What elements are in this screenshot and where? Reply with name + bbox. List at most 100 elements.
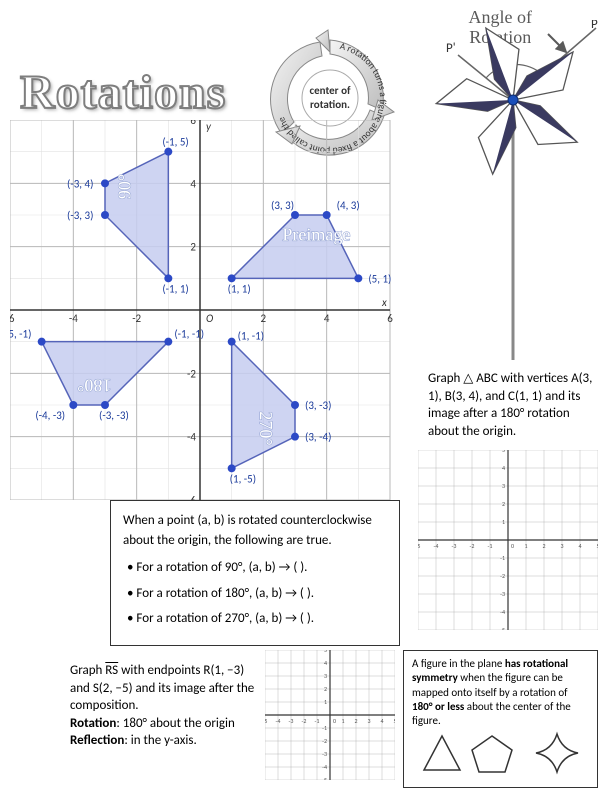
svg-text:(-1, 1): (-1, 1) [162,282,188,295]
p2-rot-text: : 180° about the origin [116,716,234,731]
wheel-center-line1: center of [310,84,351,97]
p2-segment: RS [105,663,118,678]
svg-text:(-3, -3): (-3, -3) [99,409,129,422]
sym-t0: A figure in the plane [412,657,505,670]
svg-text:4: 4 [190,177,196,190]
svg-text:3: 3 [367,717,370,725]
triangle-icon [424,736,460,770]
svg-text:4: 4 [324,659,327,667]
svg-text:O: O [206,312,213,325]
svg-text:6: 6 [190,120,196,127]
svg-text:-1: -1 [315,717,320,725]
page-title: Rotations [20,65,226,120]
svg-text:-2: -2 [470,542,475,550]
svg-text:(-1, -1): (-1, -1) [174,328,204,341]
svg-text:180°: 180° [77,376,111,396]
pinwheel-pprime-label: P' [446,41,456,56]
svg-text:90°: 90° [114,174,134,199]
svg-text:2: 2 [542,542,545,550]
svg-text:-1: -1 [500,554,505,562]
svg-text:y: y [206,120,212,133]
svg-text:-5: -5 [322,776,327,780]
svg-text:0: 0 [511,542,514,550]
svg-text:4: 4 [502,464,505,472]
pinwheel-p-label: P [591,20,598,32]
svg-text:3: 3 [502,482,505,490]
svg-text:3: 3 [560,542,563,550]
svg-text:x: x [381,296,387,309]
svg-text:-1: -1 [322,724,327,732]
rule-270: • For a rotation of 270°, (a, b) → ( ). [127,609,387,629]
svg-text:(-4, -3): (-4, -3) [35,409,65,422]
svg-text:-2: -2 [187,367,196,380]
svg-text:2: 2 [502,500,505,508]
svg-text:-4: -4 [322,763,327,771]
svg-text:-5: -5 [418,542,420,550]
svg-text:Preimage: Preimage [282,224,350,244]
pinwheel-diagram: P P' [428,20,598,360]
svg-text:(3, -3): (3, -3) [305,399,331,412]
problem-abc-grid: -5-5-4-4-3-3-2-2-1-111223344550 [418,450,598,630]
rotational-symmetry-box: A figure in the plane has rotational sym… [403,650,598,788]
svg-text:-4: -4 [187,431,196,444]
svg-text:-2: -2 [322,737,327,745]
svg-text:5: 5 [324,650,327,654]
svg-text:(-3, 3): (-3, 3) [67,209,93,222]
svg-text:5: 5 [596,542,598,550]
svg-text:(3, 3): (3, 3) [271,199,294,212]
svg-text:-3: -3 [500,590,505,598]
svg-text:2: 2 [261,312,267,325]
sym-t3: 180° or less [412,700,464,713]
svg-text:1: 1 [524,542,527,550]
svg-text:-3: -3 [322,750,327,758]
svg-text:-1: -1 [488,542,493,550]
four-point-star-icon [536,734,578,772]
svg-text:-3: -3 [289,717,294,725]
svg-text:5: 5 [502,450,505,454]
svg-text:-4: -4 [434,542,439,550]
problem-rs-grid: -5-5-4-4-3-3-2-2-1-111223344550 [265,650,395,780]
p2-prefix: Graph [70,663,105,678]
svg-text:3: 3 [324,672,327,680]
svg-text:-2: -2 [500,572,505,580]
svg-text:(1, -5): (1, -5) [230,472,256,485]
svg-text:-2: -2 [302,717,307,725]
svg-text:4: 4 [380,717,383,725]
svg-text:-3: -3 [452,542,457,550]
svg-text:270°: 270° [256,411,276,445]
svg-text:1: 1 [324,698,327,706]
symmetry-shapes [412,728,592,776]
svg-text:(5, 1): (5, 1) [368,272,391,285]
svg-text:6: 6 [387,312,393,325]
rule-90: • For a rotation of 90°, (a, b) → ( ). [127,558,387,578]
svg-text:-4: -4 [69,312,78,325]
main-rotation-chart: -6-4-2246-6-4-2246Oxy(1, 1)(3, 3)(4, 3)(… [10,120,410,500]
svg-text:2: 2 [324,685,327,693]
svg-text:(1, 1): (1, 1) [228,282,251,295]
rules-intro: When a point (a, b) is rotated countercl… [123,511,387,550]
svg-text:(-3, 4): (-3, 4) [67,177,93,190]
p2-refl-text: : in the y-axis. [124,733,196,748]
svg-text:-2: -2 [132,312,141,325]
svg-text:1: 1 [341,717,344,725]
svg-text:-5: -5 [500,626,505,630]
wheel-center-line2: rotation. [310,98,350,111]
p2-refl-label: Reflection [70,733,124,748]
rotation-rules-box: When a point (a, b) is rotated countercl… [110,500,400,646]
svg-text:-6: -6 [10,312,15,325]
svg-text:2: 2 [190,241,196,254]
problem-abc-text: Graph △ ABC with vertices A(3, 1), B(3, … [428,370,598,440]
svg-text:(-1, 5): (-1, 5) [162,136,188,149]
svg-text:(3, -4): (3, -4) [305,431,331,444]
svg-text:5: 5 [393,717,395,725]
svg-text:0: 0 [333,717,336,725]
svg-text:-5: -5 [265,717,267,725]
svg-text:4: 4 [324,312,330,325]
rule-180: • For a rotation of 180°, (a, b) → ( ). [127,584,387,604]
svg-text:(4, 3): (4, 3) [337,199,360,212]
pentagon-icon [472,736,512,772]
svg-text:1: 1 [502,518,505,526]
svg-text:2: 2 [354,717,357,725]
problem-rs-text: Graph RS with endpoints R(1, −3) and S(2… [70,662,260,750]
svg-text:-4: -4 [500,608,505,616]
